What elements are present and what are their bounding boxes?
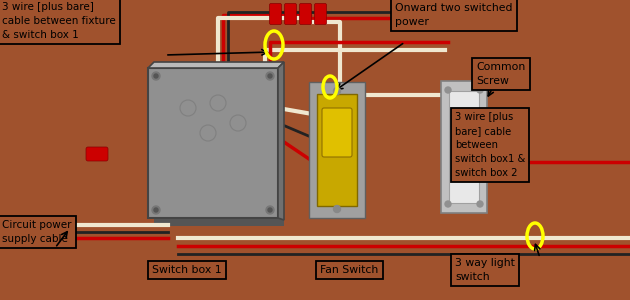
Circle shape xyxy=(268,208,272,212)
Text: 3 wire [plus bare]
cable between fixture
& switch box 1: 3 wire [plus bare] cable between fixture… xyxy=(2,2,116,40)
Circle shape xyxy=(266,72,274,80)
Text: Switch box 1: Switch box 1 xyxy=(152,265,222,275)
FancyBboxPatch shape xyxy=(154,76,284,226)
FancyBboxPatch shape xyxy=(314,4,326,25)
FancyBboxPatch shape xyxy=(299,4,311,25)
FancyBboxPatch shape xyxy=(309,82,365,218)
Circle shape xyxy=(333,88,340,94)
Text: 3 wire [plus
bare] cable
between
switch box1 &
switch box 2: 3 wire [plus bare] cable between switch … xyxy=(455,112,525,178)
Text: Common
Screw: Common Screw xyxy=(476,62,525,86)
FancyBboxPatch shape xyxy=(86,147,108,161)
FancyBboxPatch shape xyxy=(317,94,357,206)
FancyBboxPatch shape xyxy=(148,68,278,218)
Text: Circuit power
supply cable: Circuit power supply cable xyxy=(2,220,71,244)
Text: Onward two switched
power: Onward two switched power xyxy=(395,3,512,27)
FancyBboxPatch shape xyxy=(322,108,352,157)
FancyBboxPatch shape xyxy=(285,4,297,25)
Circle shape xyxy=(445,201,451,207)
FancyBboxPatch shape xyxy=(453,111,475,153)
Circle shape xyxy=(477,87,483,93)
Circle shape xyxy=(154,74,158,78)
Circle shape xyxy=(477,201,483,207)
Circle shape xyxy=(154,208,158,212)
Text: Fan Switch: Fan Switch xyxy=(320,265,378,275)
FancyBboxPatch shape xyxy=(270,4,282,25)
Circle shape xyxy=(333,206,340,212)
Polygon shape xyxy=(278,62,284,220)
Circle shape xyxy=(152,206,160,214)
Text: 3 way light
switch: 3 way light switch xyxy=(455,258,515,282)
Circle shape xyxy=(266,206,274,214)
FancyBboxPatch shape xyxy=(441,81,487,213)
FancyBboxPatch shape xyxy=(449,91,479,203)
Polygon shape xyxy=(148,62,284,68)
Circle shape xyxy=(152,72,160,80)
Circle shape xyxy=(445,87,451,93)
Circle shape xyxy=(268,74,272,78)
